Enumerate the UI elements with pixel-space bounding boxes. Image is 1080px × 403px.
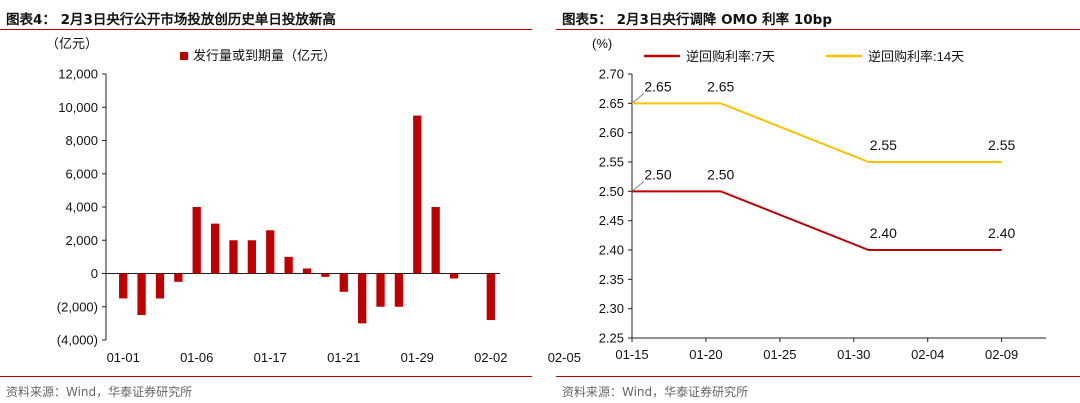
y-tick-label: 4,000 [65,200,98,215]
bar [284,256,293,274]
bar [302,268,312,274]
figure-4-source: 资料来源：Wind，华泰证券研究所 [6,385,193,399]
bar [266,230,275,274]
y-tick-label: 2.45 [599,213,624,228]
y-axis-unit: （亿元） [46,36,98,51]
bar [174,273,183,282]
y-axis-unit: (%) [592,36,612,51]
figure-5-source: 资料来源：Wind，华泰证券研究所 [562,385,749,399]
bar [155,273,165,299]
y-tick-label: 2.30 [599,301,624,316]
bar [192,207,201,274]
y-tick-label: 2,000 [65,233,98,248]
x-tick-label: 01-25 [763,347,796,362]
legend-label: 发行量或到期量（亿元） [193,48,336,63]
data-label: 2.50 [644,166,671,182]
data-label: 2.40 [870,225,897,241]
bar [358,273,367,324]
x-tick-label: 02-04 [911,347,944,362]
y-tick-label: (4,000) [57,333,98,348]
bar [137,273,146,316]
figure-4-panel: 图表4： 2月3日央行公开市场投放创历史单日投放新高 （亿元） 发行量或到期量（亿… [0,0,581,403]
legend-label: 逆回购利率:7天 [686,49,775,64]
data-label: 2.55 [988,137,1015,153]
source-rule [0,376,532,377]
series-line [632,102,1002,163]
bar [394,273,404,307]
x-tick-label: 01-01 [107,350,140,365]
legend-label: 逆回购利率:14天 [868,49,964,64]
y-tick-label: 8,000 [65,133,98,148]
title-rule [556,29,1080,30]
series-line [632,190,1002,251]
legend-swatch [180,52,188,60]
figure-5-title: 图表5： 2月3日央行调降 OMO 利率 10bp [562,12,832,28]
y-tick-label: 2.65 [599,96,624,111]
x-tick-label: 01-29 [401,350,434,365]
bar-chart: （亿元） 发行量或到期量（亿元） (4,000) (2,000) 0 2,000 4,000… [46,36,581,365]
x-tick-label: 02-09 [985,347,1018,362]
y-tick-label: 0 [91,266,98,281]
figure-4-title: 图表4： 2月3日央行公开市场投放创历史单日投放新高 [6,12,336,28]
y-tick-label: 2.40 [599,243,624,258]
bar [119,273,128,299]
x-tick-label: 01-20 [689,347,722,362]
y-tick-label: 2.25 [599,331,624,346]
bar [431,207,440,274]
x-tick-label: 01-30 [837,347,870,362]
x-tick-label: 01-21 [327,350,360,365]
label-leader-line [632,180,645,191]
y-tick-label: 12,000 [58,67,98,82]
bar [449,273,459,279]
bar [376,273,385,307]
bar [210,223,220,274]
data-label: 2.65 [644,78,671,94]
x-tick-label: 01-17 [254,350,287,365]
title-rule [0,29,532,30]
source-rule [556,376,1080,377]
bar [247,240,256,274]
y-tick-label: 2.55 [599,155,624,170]
line-chart: (%) 逆回购利率:7天 逆回购利率:14天 2.25 2.30 2.35 2.40 2.45… [592,36,1046,362]
y-tick-label: 10,000 [58,100,98,115]
y-tick-label: 2.35 [599,272,624,287]
figure-5-panel: 图表5： 2月3日央行调降 OMO 利率 10bp (%) 逆回购利率:7天 逆回购… [556,0,1080,403]
bar [486,273,495,321]
bar [321,273,330,277]
data-label: 2.50 [707,166,734,182]
y-tick-label: 2.70 [599,67,624,82]
data-label: 2.40 [988,225,1015,241]
label-leader-line [632,92,645,103]
bar [339,273,348,292]
x-tick-label: 02-05 [548,350,581,365]
y-tick-label: (2,000) [57,299,98,314]
x-tick-label: 02-02 [474,350,507,365]
x-tick-label: 01-06 [180,350,213,365]
bar [229,240,238,274]
y-tick-label: 2.50 [599,184,624,199]
bar [413,115,422,274]
y-tick-label: 6,000 [65,166,98,181]
data-label: 2.55 [870,137,897,153]
x-tick-label: 01-15 [615,347,648,362]
data-label: 2.65 [707,78,734,94]
y-tick-label: 2.60 [599,125,624,140]
